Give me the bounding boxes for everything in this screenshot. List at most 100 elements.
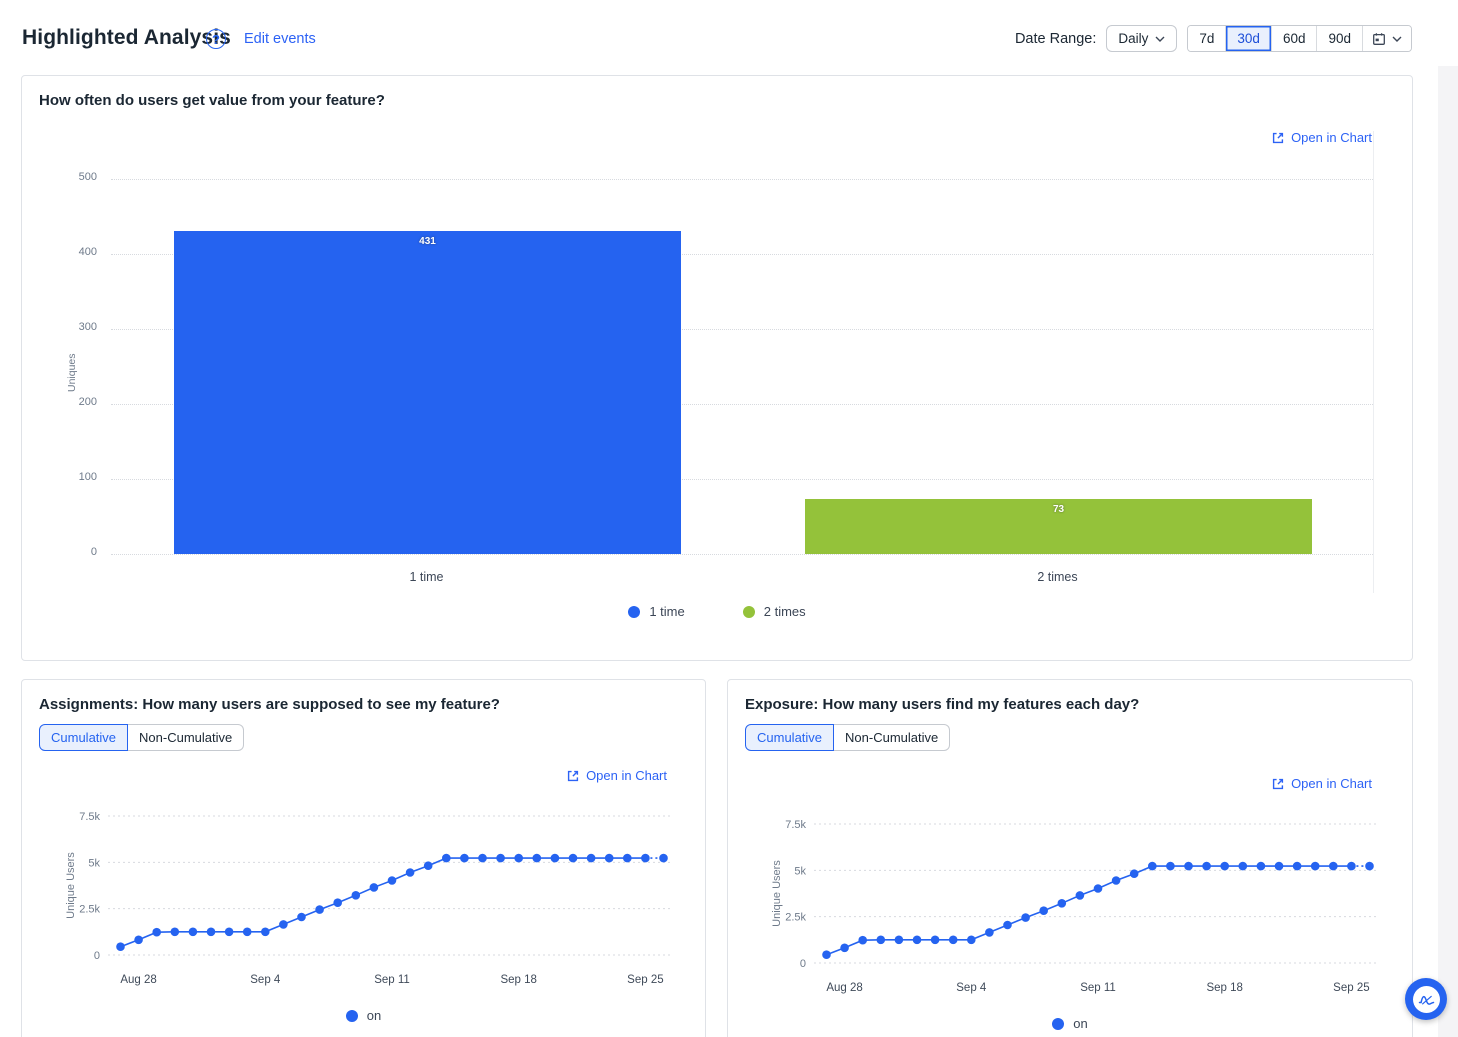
chevron-down-icon: [1155, 36, 1165, 42]
legend-dot: [345, 1009, 358, 1022]
legend-item[interactable]: on: [345, 1008, 381, 1023]
data-point[interactable]: [152, 927, 161, 937]
assignments-legend: on: [22, 1008, 705, 1023]
cumulative-toggle[interactable]: Cumulative: [39, 724, 129, 751]
range-60d-button[interactable]: 60d: [1271, 26, 1318, 51]
data-point[interactable]: [659, 853, 668, 863]
calendar-picker-button[interactable]: [1363, 26, 1411, 51]
data-point[interactable]: [858, 935, 867, 945]
granularity-select[interactable]: Daily: [1106, 25, 1178, 52]
open-in-chart-link[interactable]: Open in Chart: [1271, 130, 1372, 145]
data-point[interactable]: [822, 950, 831, 959]
data-point[interactable]: [279, 920, 288, 929]
data-point[interactable]: [315, 905, 324, 914]
data-point[interactable]: [242, 927, 252, 937]
data-point[interactable]: [1093, 884, 1103, 893]
data-point[interactable]: [405, 868, 415, 877]
bar-2-times[interactable]: [805, 499, 1312, 554]
data-point[interactable]: [641, 853, 650, 863]
data-point[interactable]: [369, 883, 379, 892]
non-cumulative-toggle[interactable]: Non-Cumulative: [128, 724, 245, 751]
data-point[interactable]: [1202, 861, 1211, 871]
data-point[interactable]: [1129, 869, 1139, 878]
data-point[interactable]: [1075, 891, 1085, 900]
open-in-chart-link[interactable]: Open in Chart: [1271, 776, 1372, 791]
data-point[interactable]: [496, 853, 505, 863]
data-point[interactable]: [1220, 861, 1229, 871]
data-point[interactable]: [985, 928, 994, 937]
data-point[interactable]: [1256, 861, 1266, 871]
data-point[interactable]: [206, 927, 216, 937]
data-point[interactable]: [297, 912, 306, 922]
data-point[interactable]: [550, 853, 560, 863]
legend-item[interactable]: on: [1052, 1016, 1088, 1031]
y-axis-tick-label: 100: [78, 471, 97, 483]
scrollbar-track[interactable]: [1438, 66, 1458, 1037]
data-point[interactable]: [460, 853, 469, 863]
data-point[interactable]: [514, 853, 523, 863]
data-point[interactable]: [442, 853, 451, 863]
data-point[interactable]: [1310, 861, 1320, 871]
data-point[interactable]: [1057, 899, 1067, 908]
non-cumulative-toggle[interactable]: Non-Cumulative: [834, 724, 951, 751]
data-point[interactable]: [948, 935, 958, 945]
y-axis-tick-label: 0: [800, 958, 806, 970]
range-7d-button[interactable]: 7d: [1188, 26, 1227, 51]
data-point[interactable]: [604, 853, 614, 863]
data-point[interactable]: [478, 853, 487, 863]
y-axis-label: Unique Users: [65, 852, 77, 919]
data-point[interactable]: [930, 935, 940, 945]
data-point[interactable]: [170, 927, 180, 937]
y-axis-tick-label: 2.5k: [79, 904, 100, 916]
data-point[interactable]: [894, 935, 904, 945]
range-90d-button[interactable]: 90d: [1317, 26, 1363, 51]
data-point[interactable]: [623, 853, 632, 863]
edit-events-link[interactable]: Edit events: [244, 31, 316, 47]
data-point[interactable]: [568, 853, 578, 863]
data-point[interactable]: [423, 861, 433, 870]
data-point[interactable]: [1021, 913, 1030, 922]
legend-label: 1 time: [649, 604, 685, 619]
data-point[interactable]: [351, 891, 361, 900]
y-axis-tick-label: 300: [78, 321, 97, 333]
open-in-chart-link[interactable]: Open in Chart: [566, 768, 667, 783]
data-point[interactable]: [1238, 861, 1248, 871]
data-point[interactable]: [1184, 861, 1193, 871]
data-point[interactable]: [387, 876, 397, 885]
data-point[interactable]: [876, 935, 886, 945]
data-point[interactable]: [333, 898, 343, 907]
data-point[interactable]: [1111, 876, 1121, 885]
help-icon[interactable]: ?: [206, 29, 226, 49]
data-point[interactable]: [188, 927, 198, 937]
data-point[interactable]: [116, 942, 125, 951]
data-point[interactable]: [1003, 920, 1012, 930]
bar-1-time[interactable]: [174, 230, 681, 554]
data-point[interactable]: [134, 935, 143, 945]
legend-item[interactable]: 1 time: [628, 604, 685, 619]
gridline: [111, 554, 1373, 555]
bar-value-label: 431: [419, 235, 436, 247]
y-axis-tick-label: 500: [78, 171, 97, 183]
data-point[interactable]: [1329, 861, 1338, 871]
assignments-line-chart: 0 2.5k 5k 7.5k Unique Users Aug 28 Sep 4 Sep 11…: [65, 811, 672, 986]
data-point[interactable]: [1347, 861, 1356, 871]
data-point[interactable]: [1292, 861, 1302, 871]
data-point[interactable]: [532, 853, 542, 863]
x-axis-tick-label: Aug 28: [120, 974, 156, 986]
data-point[interactable]: [1148, 861, 1157, 871]
data-point[interactable]: [224, 927, 234, 937]
data-point[interactable]: [1274, 861, 1284, 871]
cumulative-toggle[interactable]: Cumulative: [745, 724, 835, 751]
data-point[interactable]: [1166, 861, 1175, 871]
data-point[interactable]: [1039, 906, 1048, 915]
range-30d-button[interactable]: 30d: [1226, 26, 1272, 51]
data-point[interactable]: [261, 927, 270, 937]
data-point[interactable]: [967, 935, 976, 945]
amplitude-assistant-button[interactable]: [1405, 978, 1447, 1020]
data-point[interactable]: [1365, 861, 1374, 871]
legend-item[interactable]: 2 times: [742, 604, 806, 619]
data-point[interactable]: [840, 943, 849, 953]
data-point[interactable]: [912, 935, 922, 945]
data-point[interactable]: [586, 853, 596, 863]
gridline: [111, 479, 1373, 480]
